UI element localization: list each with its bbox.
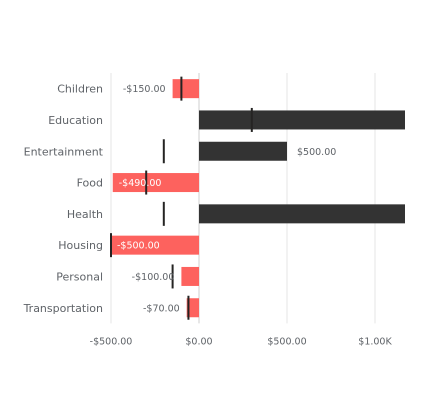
bar-children[interactable] [172, 79, 199, 99]
data-label: -$100.00 [132, 272, 175, 283]
data-label: $500.00 [297, 147, 336, 158]
data-label: -$490.00 [119, 178, 162, 189]
x-tick-label: $0.00 [185, 336, 212, 347]
category-label: Transportation [23, 302, 103, 315]
x-tick-label: $500.00 [267, 336, 306, 347]
bar-personal[interactable] [181, 266, 199, 286]
data-label: -$150.00 [123, 84, 166, 95]
category-label: Health [67, 208, 103, 221]
category-label: Personal [56, 270, 103, 283]
x-tick-label: -$500.00 [90, 336, 133, 347]
category-label: Entertainment [24, 145, 104, 158]
category-label: Education [48, 114, 103, 127]
bar-entertainment[interactable] [199, 141, 287, 161]
target-markers [110, 76, 253, 320]
bar-health[interactable] [199, 204, 405, 224]
bar-food[interactable] [112, 173, 199, 193]
category-label: Food [77, 177, 103, 190]
bar-transportation[interactable] [186, 298, 199, 318]
data-label: -$500.00 [117, 241, 160, 252]
x-tick-label: $1.00K [358, 336, 392, 347]
category-label: Housing [58, 239, 103, 252]
bar-housing[interactable] [111, 235, 199, 255]
bars [111, 79, 405, 318]
category-label: Children [57, 83, 103, 96]
bar-education[interactable] [199, 110, 405, 130]
data-label: -$70.00 [143, 303, 180, 314]
labels: -$500.00 $0.00 $500.00 $1.00K Children -$150.… [23, 83, 393, 348]
